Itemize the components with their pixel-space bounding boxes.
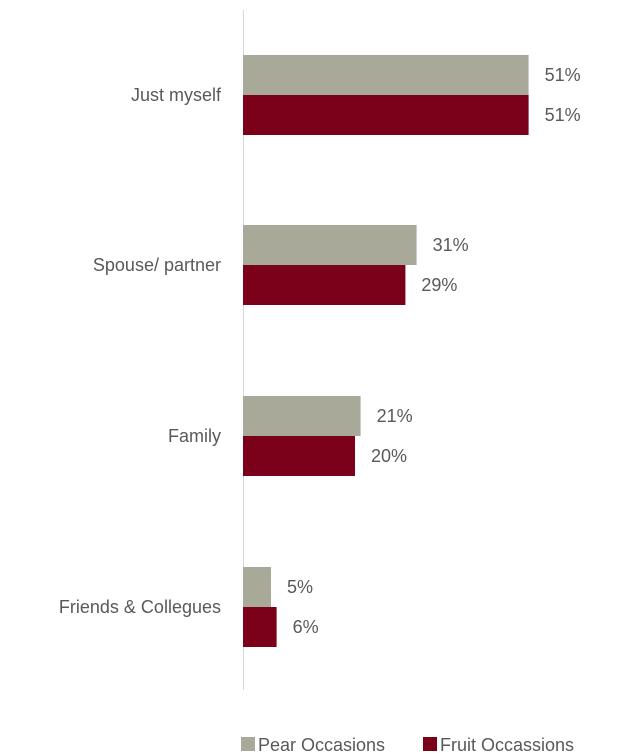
- bar-fruit-1: [243, 265, 406, 305]
- data-label: 31%: [433, 235, 469, 255]
- category-label: Spouse/ partner: [93, 255, 221, 275]
- data-label: 20%: [371, 446, 407, 466]
- data-label: 6%: [293, 617, 319, 637]
- legend: Pear Occasions Fruit Occassions: [241, 735, 574, 755]
- legend-label: Pear Occasions: [258, 735, 385, 755]
- category-label: Family: [168, 426, 221, 446]
- bar-fruit-0: [243, 95, 529, 135]
- category-labels: Just myself Spouse/ partner Family Friends …: [59, 85, 222, 617]
- bar-fruit-3: [243, 607, 277, 647]
- legend-label: Fruit Occassions: [440, 735, 574, 755]
- bar-pear-3: [243, 567, 271, 607]
- data-label: 29%: [421, 275, 457, 295]
- bar-pear-1: [243, 225, 417, 265]
- bar-pear-0: [243, 55, 529, 95]
- category-label: Friends & Collegues: [59, 597, 221, 617]
- bar-fruit-2: [243, 436, 355, 476]
- category-label: Just myself: [131, 85, 222, 105]
- data-label: 5%: [287, 577, 313, 597]
- bar-pear-2: [243, 396, 361, 436]
- bars: [243, 55, 529, 647]
- data-label: 51%: [545, 105, 581, 125]
- legend-swatch: [423, 737, 437, 751]
- data-label: 51%: [545, 65, 581, 85]
- legend-swatch: [241, 737, 255, 751]
- data-label: 21%: [377, 406, 413, 426]
- data-labels: 51% 51% 31% 29% 21% 20% 5% 6%: [287, 65, 581, 637]
